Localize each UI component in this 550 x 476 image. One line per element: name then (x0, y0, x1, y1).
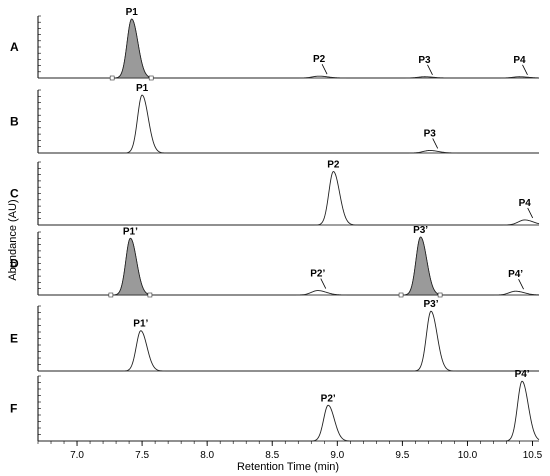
panel-e: E P1’ P3’ (10, 299, 539, 372)
chromatogram-trace (38, 94, 539, 154)
peak-label: P3’ (423, 299, 438, 310)
integration-marker (108, 292, 114, 298)
peak-label: P3 (418, 55, 431, 66)
peak-label: P1’ (123, 226, 138, 237)
integration-marker (109, 75, 115, 81)
peak-label: P4’ (508, 269, 523, 280)
x-tick-label: 7.5 (135, 450, 149, 461)
y-axis-label: Abundance (AU) (7, 199, 19, 280)
peak-arrow (320, 278, 327, 289)
x-tick-label: 7.0 (70, 450, 84, 461)
panel-label: D (10, 257, 19, 271)
peak-label: P2’ (321, 393, 336, 404)
peak-label: P3 (424, 128, 437, 139)
x-axis: 7.0 7.5 8.0 8.5 9.0 9.5 10.0 10.5 (37, 441, 543, 461)
panel-label: B (10, 115, 19, 129)
panel-c: C P2 P4 (10, 159, 540, 226)
peak-arrow (321, 63, 328, 75)
peak-label: P2 (313, 54, 326, 65)
integration-marker (437, 292, 443, 298)
peak-label: P4 (513, 55, 526, 66)
peak-arrow (432, 138, 439, 149)
x-axis-label: Retention Time (min) (237, 461, 339, 473)
peak-label: P1’ (133, 319, 148, 330)
x-tick-label: 9.0 (330, 450, 344, 461)
panel-label: C (10, 187, 19, 201)
peak-label: P1 (136, 83, 149, 94)
x-tick-label: 8.0 (200, 450, 214, 461)
integration-marker (398, 292, 404, 298)
integration-marker (148, 75, 154, 81)
chromatogram-trace (38, 18, 540, 79)
peak-label: P2’ (310, 269, 325, 280)
peak-label: P2 (327, 159, 340, 170)
panel-b: B P1 P3 (10, 83, 539, 154)
peak-arrow (527, 207, 534, 219)
peak-label: P4 (519, 198, 532, 209)
x-tick-label: 8.5 (265, 450, 279, 461)
peak-label: P4’ (515, 369, 530, 380)
x-tick-label: 10.5 (523, 450, 543, 461)
panel-label: F (10, 402, 17, 416)
chromatogram-trace (38, 380, 540, 442)
x-tick-label: 9.5 (395, 450, 409, 461)
shaded-peak-area (403, 236, 438, 296)
panel-d: D P1’ P2’ P3’ P4’ (10, 225, 540, 298)
peak-arrow (427, 64, 433, 75)
chromatogram-trace (38, 236, 540, 296)
panel-label: A (10, 40, 19, 54)
chromatogram-trace (38, 310, 539, 372)
peak-label: P1 (126, 7, 139, 18)
chromatogram-trace (38, 170, 540, 226)
panel-label: E (10, 332, 18, 346)
peak-label: P3’ (413, 225, 428, 236)
x-tick-label: 10.0 (458, 450, 478, 461)
peak-arrow (518, 279, 524, 290)
panel-a: A P1 P2 P3 P4 (10, 7, 540, 81)
shaded-peak-area (113, 237, 148, 296)
chromatogram-panels: A P1 P2 P3 P4 B P1 P3 C P2 P4 D P1’ P2’ P3’ P4’ E P1’ P3’ F… (10, 7, 540, 442)
peak-arrow (522, 64, 528, 75)
integration-marker (147, 292, 153, 298)
panel-f: F P2’ P4’ (10, 369, 540, 442)
shaded-peak-area (114, 18, 150, 79)
